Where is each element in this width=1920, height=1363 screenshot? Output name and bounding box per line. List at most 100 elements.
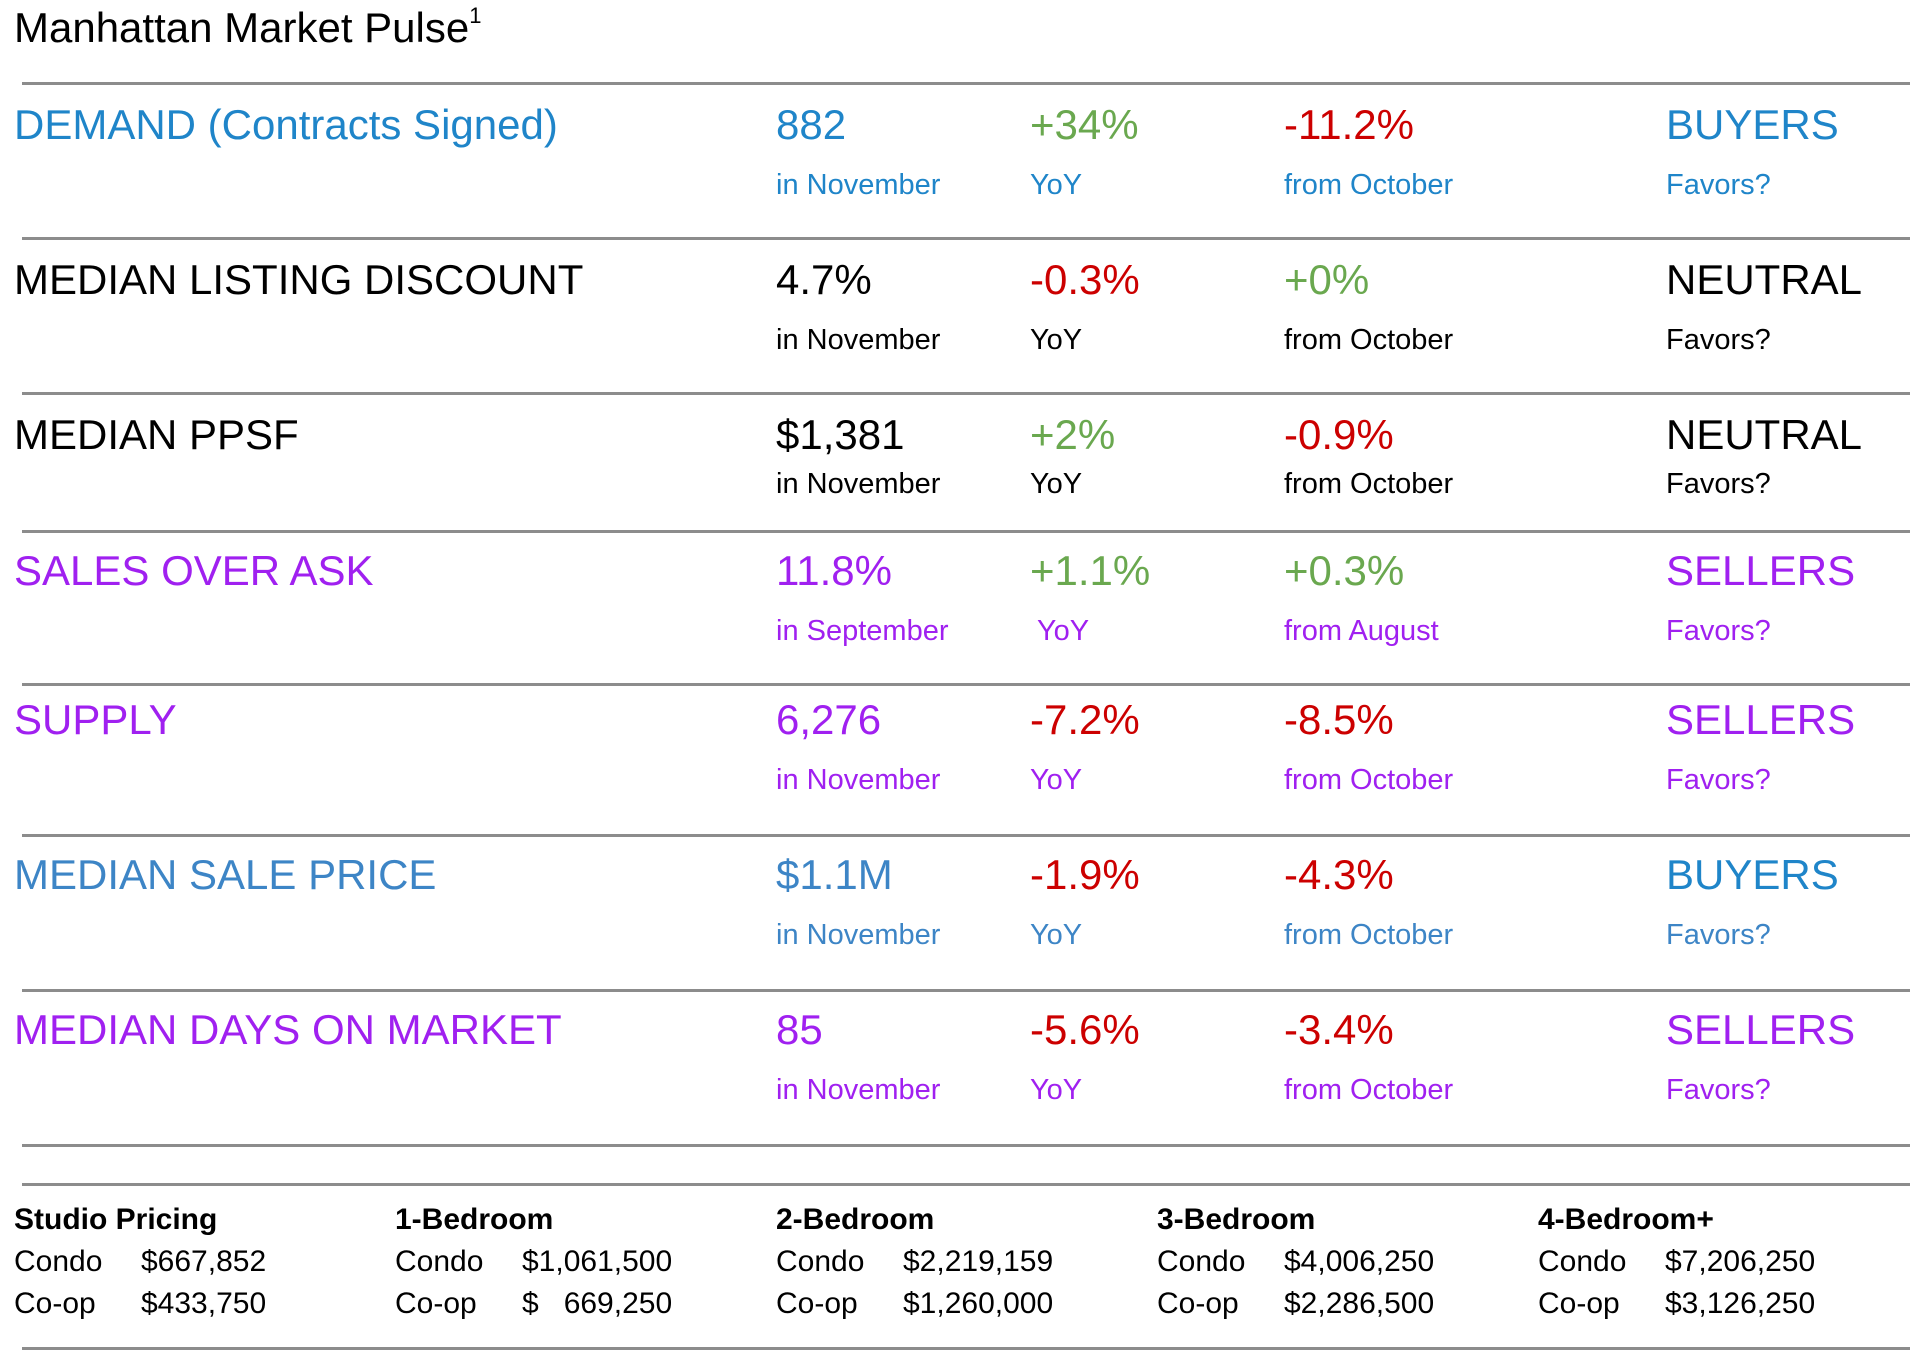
metric-value: 11.8% [776, 547, 892, 594]
metric-yoy-label: YoY [1030, 764, 1083, 796]
metric-period: in September [776, 615, 949, 647]
metric-favors: SELLERS [1666, 1006, 1856, 1053]
metric-yoy-label: YoY [1030, 169, 1083, 201]
metric-label: MEDIAN SALE PRICE [14, 851, 437, 898]
condo-label: Condo [395, 1245, 484, 1278]
metric-period: in November [776, 169, 941, 201]
condo-price: $4,006,250 [1284, 1245, 1435, 1278]
metric-label: MEDIAN LISTING DISCOUNT [14, 256, 584, 303]
metric-yoy-change: -7.2% [1030, 696, 1140, 743]
metric-row-sales-over-ask: SALES OVER ASK 11.8% in September +1.1% … [0, 545, 1920, 695]
metric-period: in November [776, 919, 941, 951]
page-title-text: Manhattan Market Pulse [14, 4, 470, 51]
condo-label: Condo [14, 1245, 103, 1278]
pricing-heading: 2-Bedroom [776, 1203, 935, 1236]
metric-mom-label: from October [1284, 468, 1454, 500]
metric-mom-label: from October [1284, 324, 1454, 356]
metric-row-demand: DEMAND (Contracts Signed) 882 in Novembe… [0, 99, 1920, 249]
metric-row-listing-discount: MEDIAN LISTING DISCOUNT 4.7% in November… [0, 254, 1920, 404]
metric-yoy-change: -1.9% [1030, 851, 1140, 898]
divider [22, 1144, 1910, 1147]
metric-mom-label: from October [1284, 169, 1454, 201]
metric-period: in November [776, 1074, 941, 1106]
metric-mom-change: -3.4% [1284, 1006, 1394, 1053]
title-footnote-marker: 1 [469, 3, 482, 28]
condo-line: Condo $7,206,250 [1538, 1241, 1918, 1283]
divider [22, 82, 1910, 85]
divider [22, 530, 1910, 533]
metric-favors: NEUTRAL [1666, 256, 1863, 303]
metric-label: SALES OVER ASK [14, 547, 374, 594]
divider [22, 1347, 1910, 1350]
divider [22, 989, 1910, 992]
metric-mom-label: from August [1284, 615, 1439, 647]
condo-label: Condo [1157, 1245, 1246, 1278]
metric-label: MEDIAN PPSF [14, 411, 299, 458]
coop-label: Co-op [1538, 1287, 1620, 1320]
metric-favors: BUYERS [1666, 101, 1839, 148]
metric-yoy-label: YoY [1030, 324, 1083, 356]
metric-row-median-sale-price: MEDIAN SALE PRICE $1.1M in November -1.9… [0, 849, 1920, 999]
divider [22, 834, 1910, 837]
metric-favors: SELLERS [1666, 547, 1856, 594]
pricing-column-2br: 2-Bedroom Condo $2,219,159 Co-op $1,260,… [776, 1199, 1156, 1325]
metric-yoy-change: -5.6% [1030, 1006, 1140, 1053]
metric-favors-label: Favors? [1666, 764, 1771, 796]
metric-yoy-change: -0.3% [1030, 256, 1140, 303]
condo-price: $1,061,500 [522, 1245, 673, 1278]
metric-favors: SELLERS [1666, 696, 1856, 743]
coop-label: Co-op [395, 1287, 477, 1320]
condo-label: Condo [776, 1245, 865, 1278]
metric-value: 6,276 [776, 696, 882, 743]
coop-price: $1,260,000 [903, 1287, 1054, 1320]
pricing-column-4br-plus: 4-Bedroom+ Condo $7,206,250 Co-op $3,126… [1538, 1199, 1918, 1325]
metric-mom-change: -11.2% [1284, 101, 1414, 148]
metric-label: MEDIAN DAYS ON MARKET [14, 1006, 562, 1053]
metric-yoy-label: YoY [1037, 615, 1090, 647]
metric-favors-label: Favors? [1666, 1074, 1771, 1106]
metric-mom-change: -0.9% [1284, 411, 1394, 458]
metric-favors-label: Favors? [1666, 324, 1771, 356]
condo-label: Condo [1538, 1245, 1627, 1278]
metric-mom-change: +0% [1284, 256, 1370, 303]
metric-value: 4.7% [776, 256, 872, 303]
coop-line: Co-op $433,750 [14, 1283, 394, 1325]
metric-value: $1.1M [776, 851, 893, 898]
metric-label: DEMAND (Contracts Signed) [14, 101, 558, 148]
metric-yoy-change: +2% [1030, 411, 1116, 458]
metric-row-days-on-market: MEDIAN DAYS ON MARKET 85 in November -5.… [0, 1004, 1920, 1154]
metric-yoy-label: YoY [1030, 1074, 1083, 1106]
metric-favors-label: Favors? [1666, 468, 1771, 500]
metric-favors-label: Favors? [1666, 615, 1771, 647]
pricing-heading: 3-Bedroom [1157, 1203, 1316, 1236]
metric-favors-label: Favors? [1666, 169, 1771, 201]
condo-line: Condo $667,852 [14, 1241, 394, 1283]
metric-favors: BUYERS [1666, 851, 1839, 898]
coop-line: Co-op $2,286,500 [1157, 1283, 1537, 1325]
metric-period: in November [776, 468, 941, 500]
pricing-section: Studio Pricing Condo $667,852 Co-op $433… [0, 1199, 1920, 1329]
metric-yoy-change: +1.1% [1030, 547, 1151, 594]
coop-line: Co-op $ 669,250 [395, 1283, 775, 1325]
pricing-heading: 1-Bedroom [395, 1203, 554, 1236]
pricing-heading: Studio Pricing [14, 1203, 218, 1236]
metric-value: 85 [776, 1006, 823, 1053]
metric-row-supply: SUPPLY 6,276 in November -7.2% YoY -8.5%… [0, 694, 1920, 844]
coop-label: Co-op [776, 1287, 858, 1320]
coop-label: Co-op [1157, 1287, 1239, 1320]
condo-line: Condo $2,219,159 [776, 1241, 1156, 1283]
coop-price: $2,286,500 [1284, 1287, 1435, 1320]
coop-line: Co-op $3,126,250 [1538, 1283, 1918, 1325]
pricing-heading: 4-Bedroom+ [1538, 1203, 1714, 1236]
metric-value: 882 [776, 101, 847, 148]
condo-line: Condo $1,061,500 [395, 1241, 775, 1283]
metric-mom-label: from October [1284, 919, 1454, 951]
metric-label: SUPPLY [14, 696, 177, 743]
divider [22, 1183, 1910, 1186]
divider [22, 683, 1910, 686]
metric-value: $1,381 [776, 411, 905, 458]
divider [22, 237, 1910, 240]
metric-mom-change: -4.3% [1284, 851, 1394, 898]
condo-price: $667,852 [141, 1245, 267, 1278]
metric-yoy-change: +34% [1030, 101, 1139, 148]
